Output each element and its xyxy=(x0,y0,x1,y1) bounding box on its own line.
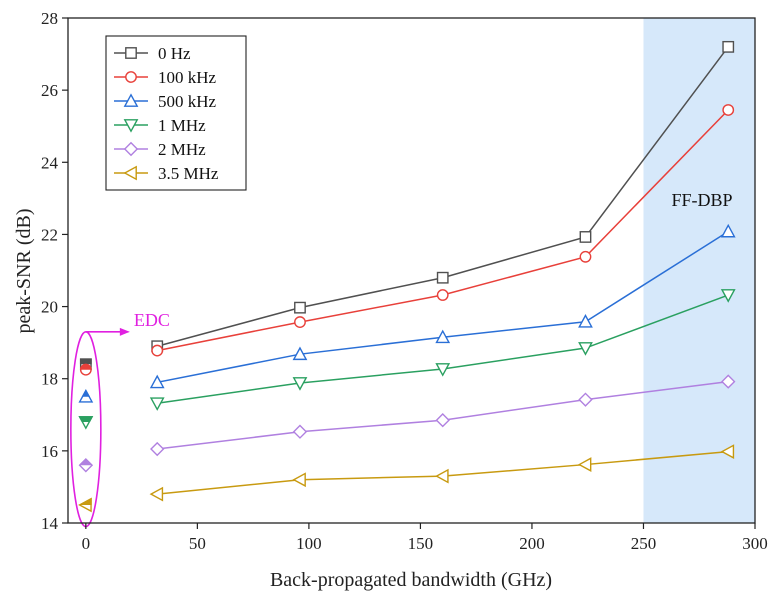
legend-entry: 2 MHz xyxy=(114,140,206,159)
legend-label: 500 kHz xyxy=(158,92,217,111)
y-tick-label: 22 xyxy=(41,225,58,244)
data-point xyxy=(720,444,735,459)
x-axis-title: Back-propagated bandwidth (GHz) xyxy=(270,569,552,591)
edc-point-5 xyxy=(78,497,92,513)
y-tick-label: 14 xyxy=(41,514,59,533)
y-axis-title: peak-SNR (dB) xyxy=(13,209,35,334)
legend-label: 3.5 MHz xyxy=(158,164,219,183)
data-point xyxy=(150,441,165,457)
data-point xyxy=(294,316,306,328)
data-point xyxy=(578,342,593,356)
plot-frame xyxy=(67,17,756,524)
edc-arrow-head xyxy=(119,327,130,336)
series-5 xyxy=(149,444,735,502)
edc-marker-fill xyxy=(79,363,92,370)
series-2 xyxy=(149,223,736,389)
data-point xyxy=(579,250,592,263)
data-point xyxy=(578,314,593,328)
data-point xyxy=(292,472,306,488)
edc-point-1 xyxy=(79,363,92,376)
series-3 xyxy=(149,289,736,411)
legend-marker xyxy=(123,93,139,107)
x-tick-label: 250 xyxy=(631,534,657,553)
data-point xyxy=(149,374,165,389)
y-tick-label: 28 xyxy=(41,9,58,28)
data-point xyxy=(435,329,451,344)
data-point xyxy=(294,301,306,314)
y-tick-label: 16 xyxy=(41,442,58,461)
data-point xyxy=(149,486,164,502)
legend-label: 2 MHz xyxy=(158,140,206,159)
data-point xyxy=(435,363,451,377)
data-point xyxy=(435,413,450,428)
legend-marker xyxy=(125,71,137,83)
data-point xyxy=(721,374,736,389)
edc-layer: EDC xyxy=(70,310,170,528)
x-tick-label: 100 xyxy=(296,534,322,553)
y-tick-label: 26 xyxy=(41,81,58,100)
legend-entry: 1 MHz xyxy=(114,116,206,135)
y-tick-label: 18 xyxy=(41,370,58,389)
edc-label: EDC xyxy=(134,310,170,330)
data-point xyxy=(720,289,736,303)
series-4 xyxy=(150,374,736,457)
data-point xyxy=(579,231,592,243)
edc-point-2 xyxy=(78,389,94,403)
legend-label: 1 MHz xyxy=(158,116,206,135)
edc-marker-fill xyxy=(81,389,91,397)
data-point xyxy=(292,424,308,439)
x-tick-label: 300 xyxy=(742,534,768,553)
legend-marker xyxy=(123,141,139,157)
legend-label: 100 kHz xyxy=(158,68,217,87)
legend-marker xyxy=(123,165,137,181)
data-point xyxy=(292,346,308,361)
ticks-layer: 0 50 100 150 200 250 300 14 16 18 20 22 24 26 28 xyxy=(41,9,768,553)
data-point xyxy=(149,397,165,411)
legend-label: 0 Hz xyxy=(158,44,191,63)
data-point xyxy=(722,40,735,53)
data-point xyxy=(435,468,449,484)
legend-marker xyxy=(125,47,137,59)
legend-entry: 100 kHz xyxy=(114,68,217,87)
x-tick-label: 0 xyxy=(82,534,91,553)
series-1 xyxy=(151,104,735,357)
legend: 0 Hz 100 kHz 500 kHz 1 MHz 2 MHz 3.5 MHz xyxy=(105,35,247,191)
data-point xyxy=(578,392,593,407)
data-point xyxy=(436,271,449,284)
legend-box xyxy=(105,35,247,191)
legend-entry: 3.5 MHz xyxy=(114,164,219,183)
edc-marker-fill xyxy=(78,497,92,505)
legend-entry: 0 Hz xyxy=(114,44,191,63)
x-tick-label: 50 xyxy=(189,534,206,553)
data-point xyxy=(151,344,164,357)
legend-entry: 500 kHz xyxy=(114,92,217,111)
y-tick-label: 20 xyxy=(41,298,58,317)
ffdbp-region xyxy=(643,18,755,523)
series-layer xyxy=(149,40,736,502)
edc-point-4 xyxy=(78,458,94,473)
x-tick-label: 150 xyxy=(408,534,434,553)
ffdbp-label: FF-DBP xyxy=(671,190,732,210)
data-point xyxy=(577,457,592,472)
y-tick-label: 24 xyxy=(41,153,59,172)
data-point xyxy=(436,289,449,301)
data-point xyxy=(720,223,736,238)
data-point xyxy=(722,104,735,116)
edc-marker-fill xyxy=(79,358,92,365)
data-point xyxy=(292,377,308,391)
x-tick-label: 200 xyxy=(519,534,545,553)
edc-marker-fill xyxy=(78,458,94,466)
series-line xyxy=(157,230,729,384)
legend-marker xyxy=(123,119,139,133)
edc-point-3 xyxy=(78,416,94,430)
edc-marker-fill xyxy=(78,416,94,422)
series-line xyxy=(157,294,729,404)
